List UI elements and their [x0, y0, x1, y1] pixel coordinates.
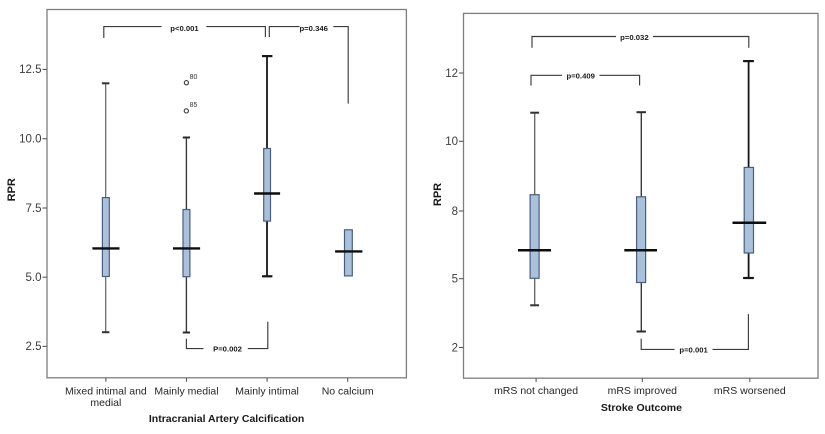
svg-text:Mainly intimal: Mainly intimal — [235, 386, 299, 398]
svg-text:p=0.409: p=0.409 — [566, 71, 594, 80]
svg-text:80: 80 — [190, 74, 198, 81]
svg-text:12.5: 12.5 — [19, 64, 41, 76]
svg-text:p=0.032: p=0.032 — [620, 33, 648, 42]
svg-text:8: 8 — [452, 206, 458, 218]
svg-text:7.5: 7.5 — [26, 203, 42, 215]
svg-text:p<0.001: p<0.001 — [170, 24, 199, 33]
svg-text:5: 5 — [452, 274, 458, 286]
svg-text:medial: medial — [90, 397, 121, 409]
svg-text:Intracranial Artery Calcificat: Intracranial Artery Calcification — [149, 413, 304, 425]
svg-text:10: 10 — [445, 136, 458, 148]
svg-text:Stroke Outcome: Stroke Outcome — [601, 402, 682, 414]
svg-text:Mainly medial: Mainly medial — [154, 386, 218, 398]
svg-text:10.0: 10.0 — [19, 134, 41, 146]
svg-text:No calcium: No calcium — [322, 386, 374, 398]
svg-text:mRS improved: mRS improved — [608, 385, 678, 397]
svg-text:p=0.001: p=0.001 — [679, 346, 708, 355]
svg-text:85: 85 — [190, 102, 198, 109]
svg-text:5.0: 5.0 — [26, 272, 42, 284]
svg-text:2.5: 2.5 — [26, 341, 42, 353]
svg-text:RPR: RPR — [432, 183, 444, 206]
svg-text:2: 2 — [452, 342, 458, 354]
svg-text:P=0.002: P=0.002 — [213, 344, 242, 353]
svg-text:mRS worsened: mRS worsened — [714, 385, 786, 397]
svg-text:Mixed intimal and: Mixed intimal and — [65, 386, 147, 398]
svg-text:p=0.346: p=0.346 — [299, 24, 327, 33]
svg-text:RPR: RPR — [6, 178, 18, 201]
svg-text:12: 12 — [445, 68, 458, 80]
svg-text:mRS not changed: mRS not changed — [494, 385, 578, 397]
